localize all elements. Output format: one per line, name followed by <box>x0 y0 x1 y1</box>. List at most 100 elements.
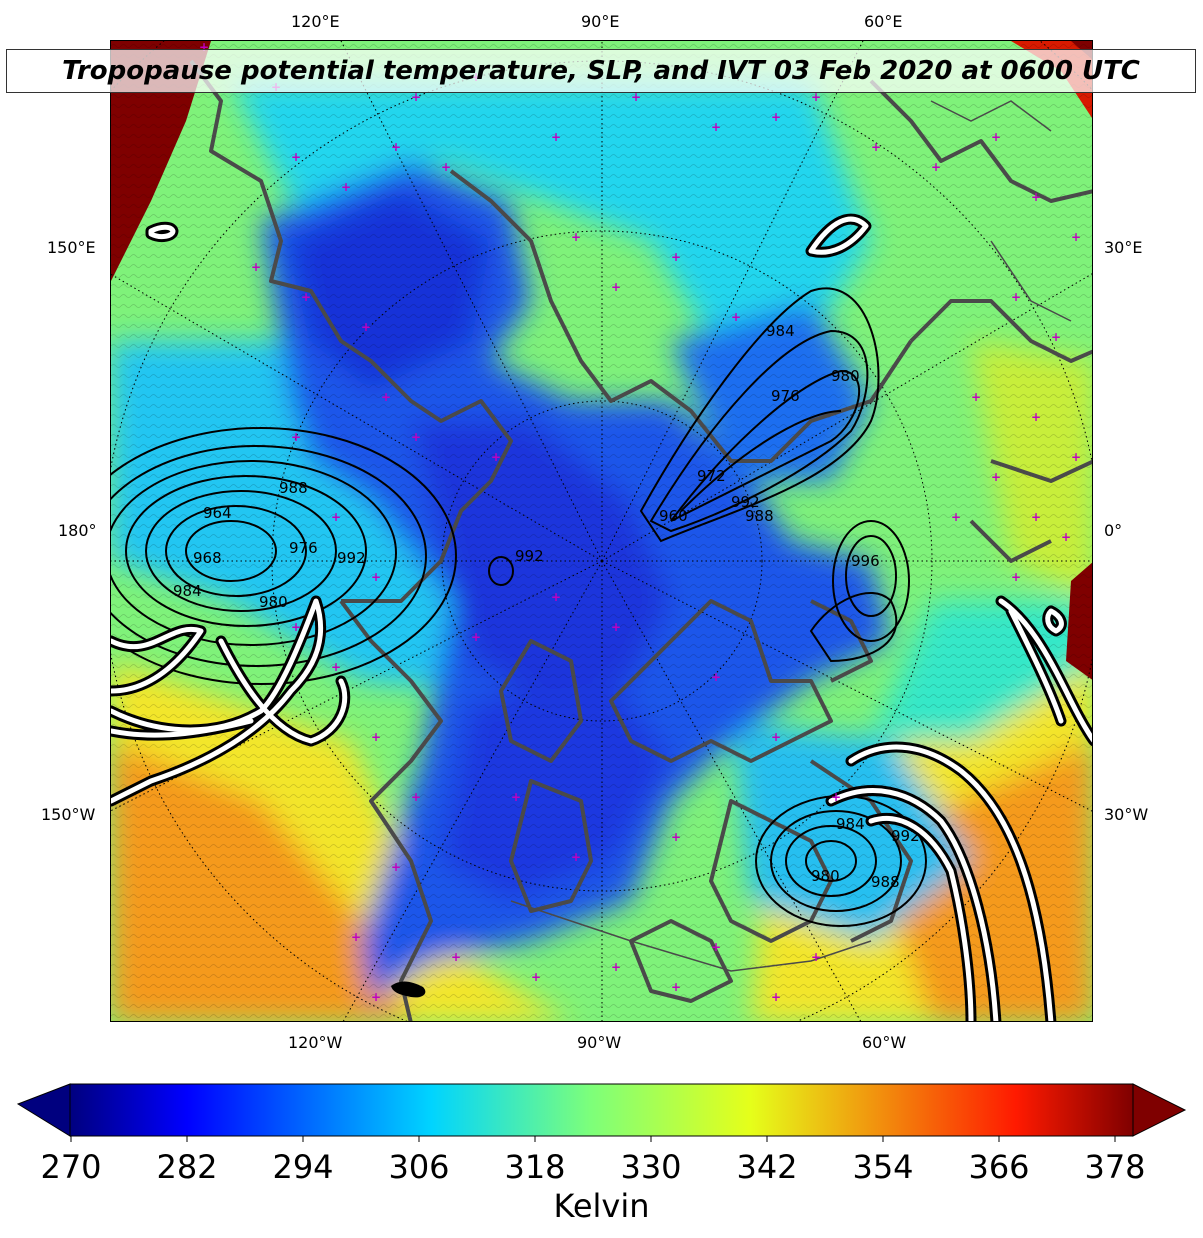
svg-text:+: + <box>1071 230 1081 244</box>
svg-text:+: + <box>291 430 301 444</box>
svg-text:+: + <box>371 990 381 1004</box>
lon-label-right: 0° <box>1104 521 1123 540</box>
svg-text:+: + <box>1071 450 1081 464</box>
slp-label: 988 <box>871 873 900 891</box>
island-shape <box>391 981 426 998</box>
svg-text:+: + <box>611 960 621 974</box>
svg-text:+: + <box>731 310 741 324</box>
svg-text:+: + <box>381 390 391 404</box>
lon-label-left: 150°W <box>41 805 96 824</box>
svg-text:+: + <box>811 90 821 104</box>
lon-label-right: 30°W <box>1104 805 1149 824</box>
lon-label-bottom: 60°W <box>862 1033 907 1052</box>
colorbar-tick-label: 294 <box>272 1148 334 1186</box>
slp-label: 992 <box>731 493 760 511</box>
svg-text:+: + <box>611 280 621 294</box>
svg-text:+: + <box>631 90 641 104</box>
svg-text:+: + <box>331 660 341 674</box>
lon-label-left: 150°E <box>47 238 96 257</box>
slp-label: 984 <box>836 815 865 833</box>
colorbar-tick-label: 318 <box>504 1148 566 1186</box>
svg-text:+: + <box>1031 190 1041 204</box>
svg-text:+: + <box>531 970 541 984</box>
coastlines <box>189 59 1092 1021</box>
svg-text:+: + <box>811 950 821 964</box>
svg-text:+: + <box>441 160 451 174</box>
slp-contours <box>111 287 927 927</box>
svg-text:+: + <box>291 150 301 164</box>
svg-text:+: + <box>361 320 371 334</box>
lon-label-top: 60°E <box>864 12 903 31</box>
svg-text:+: + <box>391 860 401 874</box>
svg-text:+: + <box>1011 570 1021 584</box>
slp-label: 980 <box>259 593 288 611</box>
slp-label: 996 <box>851 552 880 570</box>
slp-label: 964 <box>203 504 232 522</box>
lon-label-top: 90°E <box>581 12 620 31</box>
svg-text:+: + <box>711 120 721 134</box>
lon-label-bottom: 120°W <box>288 1033 343 1052</box>
svg-text:+: + <box>771 990 781 1004</box>
map-canvas: 984 980 976 988 992 960 988 964 968 972 … <box>111 41 1092 1021</box>
title-box: Tropopause potential temperature, SLP, a… <box>6 49 1196 93</box>
svg-text:+: + <box>391 140 401 154</box>
slp-label: 984 <box>766 322 795 340</box>
svg-text:+: + <box>471 630 481 644</box>
svg-text:+: + <box>971 390 981 404</box>
slp-label: 992 <box>337 549 366 567</box>
svg-text:+: + <box>341 180 351 194</box>
svg-text:+: + <box>1031 510 1041 524</box>
slp-label: 980 <box>811 867 840 885</box>
theta-field <box>111 41 1092 1021</box>
slp-label: 960 <box>659 507 688 525</box>
colorbar-tick-label: 306 <box>388 1148 450 1186</box>
svg-text:+: + <box>291 620 301 634</box>
svg-text:+: + <box>711 940 721 954</box>
svg-text:+: + <box>711 670 721 684</box>
slp-label: 972 <box>697 467 726 485</box>
svg-text:+: + <box>301 290 311 304</box>
svg-text:+: + <box>611 620 621 634</box>
svg-text:+: + <box>371 570 381 584</box>
slp-label: 976 <box>289 539 318 557</box>
svg-text:+: + <box>771 110 781 124</box>
svg-text:+: + <box>1031 410 1041 424</box>
svg-text:+: + <box>991 130 1001 144</box>
slp-label: 980 <box>831 367 860 385</box>
colorbar-tick-label: 378 <box>1084 1148 1146 1186</box>
svg-text:+: + <box>571 230 581 244</box>
svg-text:+: + <box>491 450 501 464</box>
svg-text:+: + <box>451 950 461 964</box>
colorbar-gradient <box>69 1083 1134 1137</box>
svg-text:+: + <box>411 790 421 804</box>
colorbar-max-extend <box>1132 1083 1187 1137</box>
slp-label: 968 <box>193 549 222 567</box>
svg-text:+: + <box>571 850 581 864</box>
colorbar-tick-label: 330 <box>620 1148 682 1186</box>
colorbar <box>16 1083 1187 1142</box>
svg-text:+: + <box>991 470 1001 484</box>
svg-text:+: + <box>771 730 781 744</box>
svg-text:+: + <box>831 790 841 804</box>
svg-text:+: + <box>951 510 961 524</box>
svg-text:+: + <box>871 140 881 154</box>
svg-text:+: + <box>551 130 561 144</box>
slp-label: 988 <box>279 479 308 497</box>
svg-text:+: + <box>331 510 341 524</box>
slp-labels: 984 980 976 988 992 960 988 964 968 972 … <box>173 322 920 891</box>
slp-label: 976 <box>771 387 800 405</box>
svg-text:+: + <box>351 930 361 944</box>
colorbar-tick-label: 270 <box>40 1148 102 1186</box>
svg-text:+: + <box>371 730 381 744</box>
svg-text:+: + <box>551 590 561 604</box>
lon-label-left: 180° <box>58 521 97 540</box>
colorbar-tick-label: 342 <box>736 1148 798 1186</box>
svg-text:+: + <box>671 980 681 994</box>
svg-text:+: + <box>1051 330 1061 344</box>
lon-label-bottom: 90°W <box>577 1033 622 1052</box>
borders <box>510 100 1072 972</box>
lon-label-top: 120°E <box>291 12 340 31</box>
svg-text:+: + <box>411 430 421 444</box>
ivt-contours <box>111 213 1092 1021</box>
svg-text:+: + <box>1061 530 1071 544</box>
